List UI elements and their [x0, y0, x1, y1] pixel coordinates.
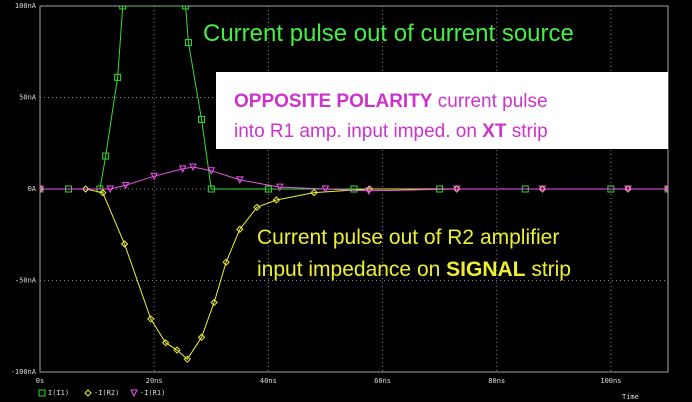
marker — [253, 203, 261, 212]
marker — [664, 185, 668, 194]
x-axis-label: Time — [622, 393, 639, 401]
marker — [272, 196, 281, 204]
marker — [350, 185, 358, 193]
marker — [365, 187, 373, 195]
marker — [210, 298, 218, 307]
legend-label: I(I1) — [48, 389, 69, 397]
annotation-box: OPPOSITE POLARITY current pulse into R1 … — [216, 72, 668, 149]
marker — [121, 181, 130, 190]
marker — [452, 185, 461, 194]
marker — [178, 165, 187, 173]
marker — [147, 315, 155, 323]
series-line — [40, 166, 668, 192]
annotation-line: input impedance on SIGNAL strip — [257, 258, 571, 282]
marker — [236, 225, 244, 233]
marker — [207, 185, 215, 193]
marker — [182, 6, 190, 10]
marker — [310, 188, 318, 197]
marker — [207, 167, 216, 175]
marker — [184, 39, 192, 47]
x-tick-label: 40ns — [260, 377, 277, 385]
marker — [81, 185, 90, 193]
marker — [624, 185, 632, 194]
marker — [114, 73, 122, 81]
marker — [222, 258, 230, 266]
marker — [538, 185, 547, 194]
marker — [102, 152, 110, 160]
marker — [38, 389, 46, 397]
y-tick-label: 50nA — [19, 94, 37, 102]
marker — [321, 185, 330, 194]
legend-label: -I(R1) — [140, 389, 165, 397]
marker — [119, 6, 127, 10]
marker — [84, 389, 92, 397]
annotation-text: into R1 amp. input imped. on — [234, 121, 483, 142]
annotation-bold: XT — [482, 121, 507, 142]
annotation-text: input impedance on — [257, 258, 447, 281]
marker — [183, 355, 192, 363]
marker — [189, 163, 197, 172]
marker — [99, 188, 107, 197]
x-tick-label: 0s — [36, 377, 44, 385]
y-tick-label: -100nA — [11, 368, 37, 376]
y-tick-label: 0A — [28, 185, 37, 193]
y-tick-label: 100nA — [15, 2, 37, 10]
x-tick-label: 100ns — [600, 377, 621, 385]
marker — [173, 346, 181, 354]
marker — [130, 389, 138, 398]
annotation: Current pulse out of current source — [203, 20, 574, 47]
x-tick-label: 60ns — [374, 377, 391, 385]
marker — [264, 185, 272, 193]
marker — [40, 185, 44, 194]
y-tick-label: -50nA — [15, 277, 37, 285]
annotation-text: current pulse — [432, 91, 548, 112]
annotation-text: strip — [506, 121, 548, 142]
annotation-line: into R1 amp. input imped. on XT strip — [234, 121, 548, 143]
annotation-bold: SIGNAL — [446, 258, 526, 281]
annotation-text: strip — [525, 258, 571, 281]
marker — [236, 176, 244, 184]
marker — [106, 185, 115, 194]
marker — [161, 339, 170, 347]
marker — [275, 183, 284, 192]
annotation-bold: OPPOSITE POLARITY — [234, 91, 433, 112]
annotation-line: Current pulse out of R2 amplifier — [257, 226, 560, 249]
x-tick-label: 80ns — [488, 377, 505, 385]
legend-label: -I(R2) — [94, 389, 119, 397]
annotation-line: OPPOSITE POLARITY current pulse — [234, 91, 548, 113]
marker — [198, 115, 206, 123]
marker — [120, 240, 129, 248]
marker — [197, 333, 206, 341]
x-tick-label: 20ns — [146, 377, 163, 385]
marker — [150, 172, 158, 181]
